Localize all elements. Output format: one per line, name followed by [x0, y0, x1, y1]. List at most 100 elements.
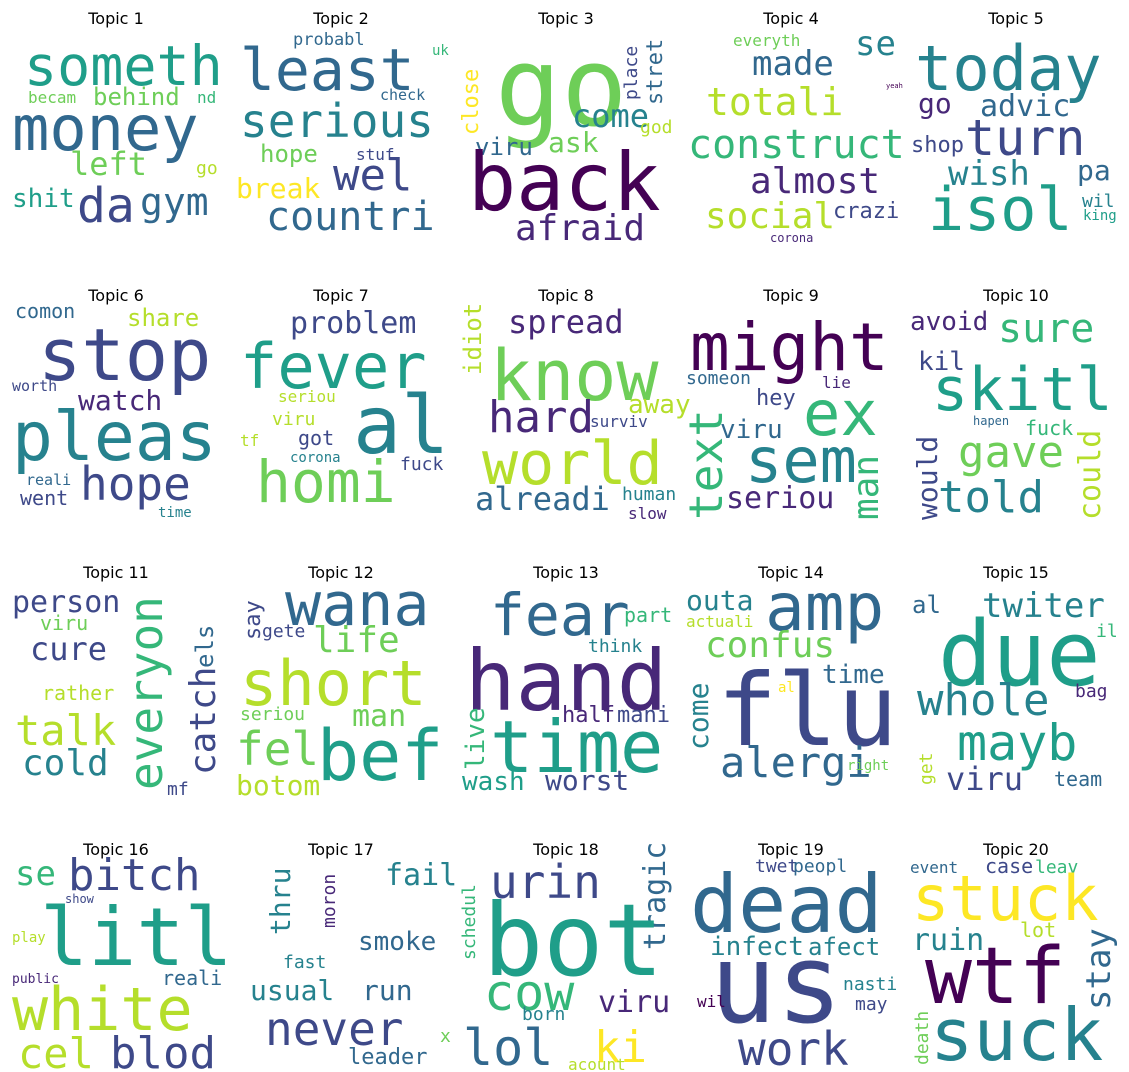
word: amp: [765, 569, 884, 646]
word: could: [1073, 430, 1108, 520]
word: worst: [545, 764, 629, 797]
word: cure: [30, 630, 107, 668]
word: king: [1083, 208, 1117, 224]
word: outa: [686, 584, 753, 617]
topic-title: Topic 5: [987, 9, 1044, 28]
word: made: [752, 44, 834, 84]
word: man: [846, 455, 887, 520]
word: close: [459, 69, 484, 135]
word: probabl: [293, 30, 365, 50]
word: left: [70, 145, 147, 183]
word: think: [588, 636, 642, 657]
word: lol: [463, 1019, 553, 1072]
word: wana: [285, 570, 430, 640]
word: countri: [266, 194, 435, 240]
word: totali: [706, 80, 843, 124]
word: least: [240, 36, 415, 104]
word: break: [236, 172, 320, 205]
word: lot: [1020, 918, 1056, 942]
word: might: [690, 309, 889, 386]
word: man: [352, 699, 406, 734]
word: thru: [264, 868, 297, 935]
word: alreadi: [475, 480, 610, 518]
topic-title: Topic 7: [312, 286, 369, 305]
word: viru: [272, 409, 315, 430]
word: nasti: [843, 974, 897, 995]
word: da: [77, 178, 135, 234]
word: shop: [911, 133, 964, 158]
word: construct: [688, 122, 905, 168]
word: cel: [18, 1029, 94, 1072]
word: ex: [803, 377, 878, 450]
word: talk: [15, 706, 116, 755]
word: told: [938, 472, 1044, 523]
word: short: [240, 647, 427, 720]
word: al: [912, 591, 941, 619]
word: viru: [598, 985, 670, 1020]
word: wish: [948, 154, 1030, 194]
word: wil: [1082, 191, 1115, 212]
word: seriou: [240, 704, 305, 725]
word: hard: [488, 392, 594, 443]
word: bag: [1075, 681, 1108, 702]
word: bot: [483, 882, 664, 999]
word: wil: [697, 992, 726, 1011]
word: worth: [12, 377, 57, 395]
word: fail: [385, 858, 457, 893]
word: avoid: [910, 307, 988, 337]
topic-title: Topic 1: [87, 9, 144, 28]
word: place: [621, 46, 642, 100]
word: public: [12, 972, 59, 987]
topic-title: Topic 3: [537, 9, 594, 28]
word: stuck: [912, 862, 1099, 935]
word: viru: [946, 760, 1023, 798]
word: rather: [42, 681, 114, 705]
word: may: [855, 994, 888, 1015]
word: smoke: [358, 927, 436, 957]
word: cold: [22, 743, 109, 784]
topic-title: Topic 6: [87, 286, 144, 305]
word: bitch: [68, 850, 200, 901]
topic-title: Topic 13: [532, 563, 599, 582]
word: fuck: [1025, 416, 1073, 440]
word: fuck: [400, 454, 444, 475]
word: whole: [917, 675, 1049, 726]
word: fear: [490, 581, 630, 649]
word: botom: [236, 769, 320, 802]
word: confus: [705, 625, 835, 666]
word: corona: [770, 231, 813, 245]
word: acount: [568, 1055, 626, 1072]
word: check: [380, 86, 425, 104]
word: problem: [290, 306, 416, 341]
word: come: [682, 683, 715, 750]
word: shit: [12, 184, 75, 214]
word: us: [710, 920, 842, 1048]
word: isol: [928, 175, 1073, 245]
word: ki: [594, 1022, 647, 1072]
word: ask: [548, 126, 599, 159]
topic-title: Topic 9: [762, 286, 819, 305]
word: half: [562, 703, 615, 728]
word: world: [482, 429, 663, 499]
word: skitl: [932, 355, 1113, 425]
topic-title: Topic 10: [982, 286, 1049, 305]
word: run: [362, 974, 413, 1007]
word: nd: [197, 88, 216, 107]
topic-title: Topic 2: [312, 9, 369, 28]
word: born: [522, 1004, 565, 1025]
word: yeah: [886, 82, 903, 90]
word-cloud: Topic 4 everyth semadetotaliconstructalmos…: [688, 9, 905, 245]
word: wash: [462, 767, 525, 797]
topic-title: Topic 4: [762, 9, 819, 28]
word: go: [495, 23, 627, 151]
word: surviv: [590, 412, 648, 431]
